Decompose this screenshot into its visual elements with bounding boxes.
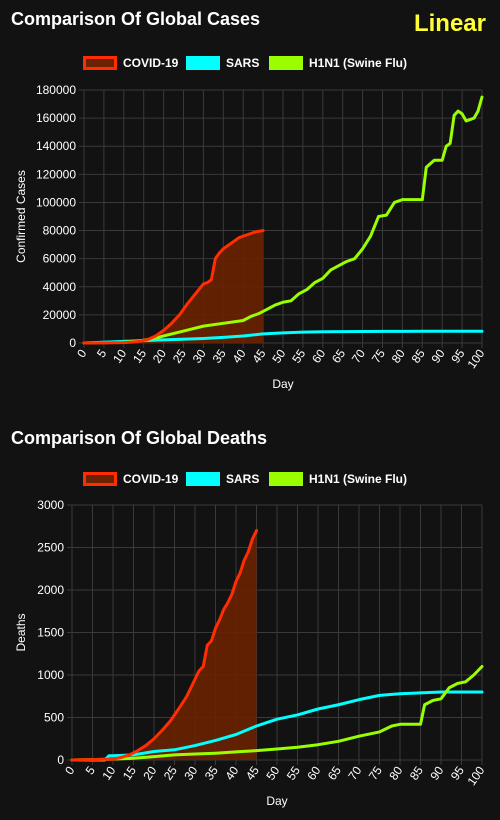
legend-label-sars: SARS <box>226 56 260 70</box>
cases-x-tick-label: 100 <box>464 346 487 371</box>
legend-label-h1n1: H1N1 (Swine Flu) <box>309 472 408 486</box>
cases-chart: 0 20000 40000 60000 80000 100000 120000 140000 1… <box>14 83 488 391</box>
deaths-x-axis-label: Day <box>266 794 287 808</box>
deaths-x-tick-label: 100 <box>464 763 487 788</box>
deaths-covid-line <box>70 529 258 762</box>
cases-x-tick-label: 10 <box>110 346 129 365</box>
cases-y-tick-label: 180000 <box>36 83 76 97</box>
cases-chart-title: Comparison Of Global Cases <box>11 9 261 29</box>
cases-x-tick-label: 80 <box>389 346 408 365</box>
cases-x-tick-label: 30 <box>190 346 209 365</box>
deaths-x-tick-label: 30 <box>181 763 200 782</box>
deaths-legend: COVID-19 SARS H1N1 (Swine Flu) <box>0 469 500 489</box>
deaths-covid-area <box>72 530 257 760</box>
deaths-chart-title: Comparison Of Global Deaths <box>11 428 268 448</box>
cases-x-tick-label: 90 <box>429 346 448 365</box>
deaths-x-tick-label: 55 <box>284 763 303 782</box>
deaths-x-tick-label: 15 <box>120 763 139 782</box>
cases-x-tick-label: 85 <box>409 346 428 365</box>
legend-item-sars[interactable]: SARS <box>186 53 259 73</box>
cases-y-axis-label: Confirmed Cases <box>14 170 28 263</box>
cases-y-tick-label: 140000 <box>36 139 76 153</box>
cases-y-tick-label: 20000 <box>43 308 77 322</box>
deaths-y-axis-label: Deaths <box>14 613 28 651</box>
cases-x-tick-label: 60 <box>309 346 328 365</box>
legend-item-h1n1[interactable]: H1N1 (Swine Flu) <box>269 53 407 73</box>
legend-label-covid: COVID-19 <box>123 56 179 70</box>
legend-item-covid[interactable]: COVID-19 <box>83 53 178 73</box>
cases-sars-line <box>82 329 484 345</box>
cases-legend: COVID-19 SARS H1N1 (Swine Flu) <box>0 53 500 73</box>
cases-grid <box>79 89 483 348</box>
cases-x-tick-label: 15 <box>130 346 149 365</box>
deaths-h1n1-line <box>70 665 484 762</box>
deaths-y-tick-label: 0 <box>57 753 64 767</box>
legend-swatch-h1n1 <box>269 56 303 70</box>
deaths-grid <box>67 504 483 765</box>
legend-swatch-covid <box>83 472 117 486</box>
cases-x-tick-label: 5 <box>94 346 109 360</box>
deaths-x-tick-label: 25 <box>161 763 180 782</box>
cases-covid-line <box>82 229 265 345</box>
cases-h1n1-line <box>82 95 484 345</box>
cases-x-tick-label: 35 <box>210 346 229 365</box>
deaths-x-tick-label: 0 <box>62 763 77 777</box>
deaths-y-tick-label: 2500 <box>37 541 64 555</box>
deaths-y-tick-label: 500 <box>44 711 64 725</box>
legend-swatch-sars <box>186 472 220 486</box>
legend-label-covid: COVID-19 <box>123 472 179 486</box>
cases-x-tick-label: 50 <box>269 346 288 365</box>
cases-y-tick-label: 60000 <box>43 252 77 266</box>
cases-y-tick-label: 160000 <box>36 111 76 125</box>
deaths-x-tick-label: 85 <box>407 763 426 782</box>
deaths-x-tick-label: 5 <box>83 763 98 777</box>
cases-y-tick-label: 80000 <box>43 224 77 238</box>
deaths-x-tick-label: 80 <box>386 763 405 782</box>
legend-label-h1n1: H1N1 (Swine Flu) <box>309 56 408 70</box>
cases-x-tick-label: 40 <box>230 346 249 365</box>
deaths-x-tick-label: 60 <box>304 763 323 782</box>
cases-x-tick-label: 65 <box>329 346 348 365</box>
legend-swatch-h1n1 <box>269 472 303 486</box>
cases-x-tick-label: 0 <box>74 346 89 360</box>
cases-x-axis-label: Day <box>272 377 293 391</box>
deaths-x-tick-label: 10 <box>99 763 118 782</box>
cases-y-tick-label: 0 <box>69 336 76 350</box>
deaths-y-tick-label: 3000 <box>37 498 64 512</box>
legend-item-covid[interactable]: COVID-19 <box>83 469 178 489</box>
cases-x-tick-label: 70 <box>349 346 368 365</box>
legend-label-sars: SARS <box>226 472 260 486</box>
cases-y-tick-label: 120000 <box>36 167 76 181</box>
cases-x-tick-label: 45 <box>249 346 268 365</box>
deaths-x-tick-label: 40 <box>222 763 241 782</box>
deaths-x-tick-label: 90 <box>427 763 446 782</box>
legend-swatch-sars <box>186 56 220 70</box>
legend-swatch-covid <box>83 56 117 70</box>
cases-x-tick-label: 20 <box>150 346 169 365</box>
deaths-x-tick-label: 70 <box>345 763 364 782</box>
deaths-x-tick-label: 35 <box>202 763 221 782</box>
deaths-x-tick-label: 45 <box>243 763 262 782</box>
legend-item-sars[interactable]: SARS <box>186 469 259 489</box>
deaths-x-tick-label: 50 <box>263 763 282 782</box>
deaths-x-tick-label: 65 <box>325 763 344 782</box>
deaths-y-tick-label: 1000 <box>37 668 64 682</box>
legend-item-h1n1[interactable]: H1N1 (Swine Flu) <box>269 469 407 489</box>
deaths-y-tick-label: 2000 <box>37 583 64 597</box>
cases-x-tick-label: 25 <box>170 346 189 365</box>
scale-toggle[interactable]: Linear <box>413 10 486 37</box>
deaths-y-tick-label: 1500 <box>37 626 64 640</box>
deaths-x-tick-label: 75 <box>366 763 385 782</box>
cases-y-tick-label: 40000 <box>43 280 77 294</box>
cases-x-tick-label: 75 <box>369 346 388 365</box>
cases-x-tick-label: 55 <box>289 346 308 365</box>
deaths-x-tick-label: 20 <box>140 763 159 782</box>
cases-y-tick-label: 100000 <box>36 195 76 209</box>
cases-covid-area <box>84 230 264 343</box>
